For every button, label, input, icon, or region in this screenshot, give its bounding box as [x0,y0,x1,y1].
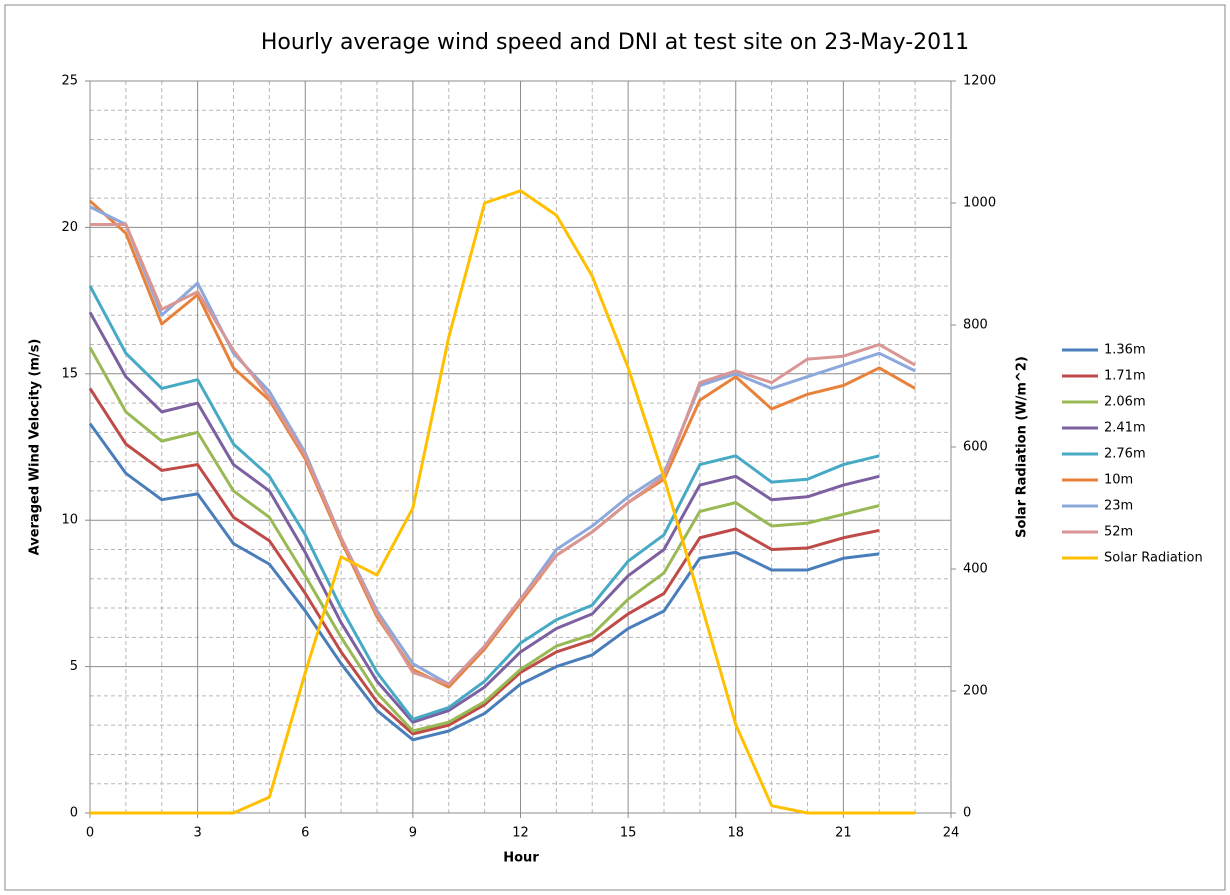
y-tick-label: 25 [61,74,78,89]
y2-tick-label: 0 [963,806,971,821]
y-tick-label: 5 [70,659,78,674]
legend-label: 10m [1104,473,1133,488]
y2-axis-title: Solar Radiation (W/m^2) [1015,356,1030,538]
y2-tick-label: 400 [963,562,988,577]
legend-label: 1.36m [1104,343,1146,358]
x-tick-label: 6 [301,826,309,841]
series-line [88,199,916,689]
x-tick-label: 15 [620,826,637,841]
y-tick-label: 15 [61,366,78,381]
legend-label: 23m [1104,499,1133,514]
x-tick-label: 9 [409,826,417,841]
series-line [90,222,916,686]
series-line [88,387,880,736]
series-line [88,422,880,742]
series-line [90,189,916,815]
legend-label: 2.41m [1104,421,1146,436]
series-line [88,285,880,721]
y-axis-title: Averaged Wind Velocity (m/s) [28,339,43,556]
y2-tick-label: 1000 [963,196,996,211]
legend-label: 1.71m [1104,369,1146,384]
series-line [88,346,880,733]
legend-label: Solar Radiation [1104,551,1203,566]
x-axis-title: Hour [503,851,539,866]
legend-label: 2.06m [1104,395,1146,410]
legend-label: 52m [1104,525,1133,540]
x-tick-label: 3 [193,826,201,841]
y-tick-label: 20 [61,220,78,235]
y2-tick-label: 200 [963,684,988,699]
x-tick-label: 21 [835,826,852,841]
y-tick-label: 10 [61,513,78,528]
y-tick-label: 0 [70,806,78,821]
y2-tick-label: 600 [963,440,988,455]
x-tick-label: 12 [512,826,529,841]
legend-label: 2.76m [1104,447,1146,462]
chart-border [4,4,1226,891]
chart-title: Hourly average wind speed and DNI at tes… [261,30,969,55]
y2-tick-label: 800 [963,318,988,333]
plot-area [89,80,952,814]
series-line [88,311,880,724]
x-tick-label: 18 [727,826,744,841]
x-tick-label: 24 [943,826,960,841]
x-tick-label: 0 [86,826,94,841]
y2-tick-label: 1200 [963,74,996,89]
